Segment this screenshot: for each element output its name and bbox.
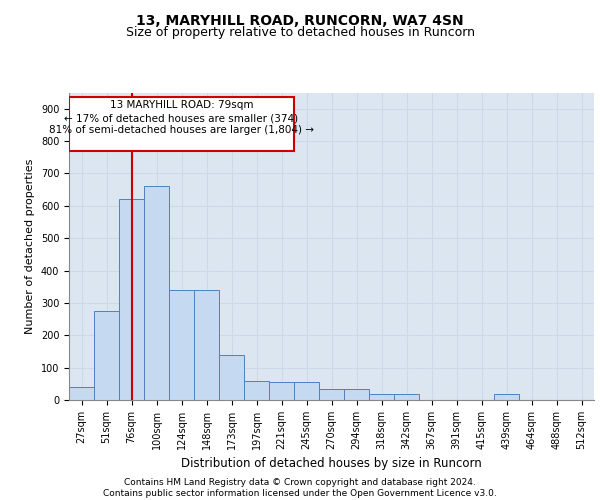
Bar bbox=[69, 387, 94, 400]
Y-axis label: Number of detached properties: Number of detached properties bbox=[25, 158, 35, 334]
X-axis label: Distribution of detached houses by size in Runcorn: Distribution of detached houses by size … bbox=[181, 458, 482, 470]
Text: Contains HM Land Registry data © Crown copyright and database right 2024.
Contai: Contains HM Land Registry data © Crown c… bbox=[103, 478, 497, 498]
Text: Size of property relative to detached houses in Runcorn: Size of property relative to detached ho… bbox=[125, 26, 475, 39]
Bar bbox=[369, 394, 394, 400]
Bar bbox=[494, 394, 519, 400]
Bar bbox=[94, 311, 119, 400]
Bar bbox=[169, 290, 194, 400]
Bar bbox=[119, 200, 144, 400]
Text: ← 17% of detached houses are smaller (374): ← 17% of detached houses are smaller (37… bbox=[64, 114, 299, 124]
Text: 81% of semi-detached houses are larger (1,804) →: 81% of semi-detached houses are larger (… bbox=[49, 124, 314, 134]
Bar bbox=[69, 98, 294, 151]
Bar bbox=[394, 394, 419, 400]
Text: 13, MARYHILL ROAD, RUNCORN, WA7 4SN: 13, MARYHILL ROAD, RUNCORN, WA7 4SN bbox=[136, 14, 464, 28]
Text: 13 MARYHILL ROAD: 79sqm: 13 MARYHILL ROAD: 79sqm bbox=[110, 100, 253, 110]
Bar bbox=[319, 388, 344, 400]
Bar bbox=[269, 382, 294, 400]
Bar bbox=[294, 382, 319, 400]
Bar bbox=[344, 388, 369, 400]
Bar bbox=[144, 186, 169, 400]
Bar bbox=[194, 290, 219, 400]
Bar bbox=[244, 380, 269, 400]
Bar bbox=[219, 354, 244, 400]
